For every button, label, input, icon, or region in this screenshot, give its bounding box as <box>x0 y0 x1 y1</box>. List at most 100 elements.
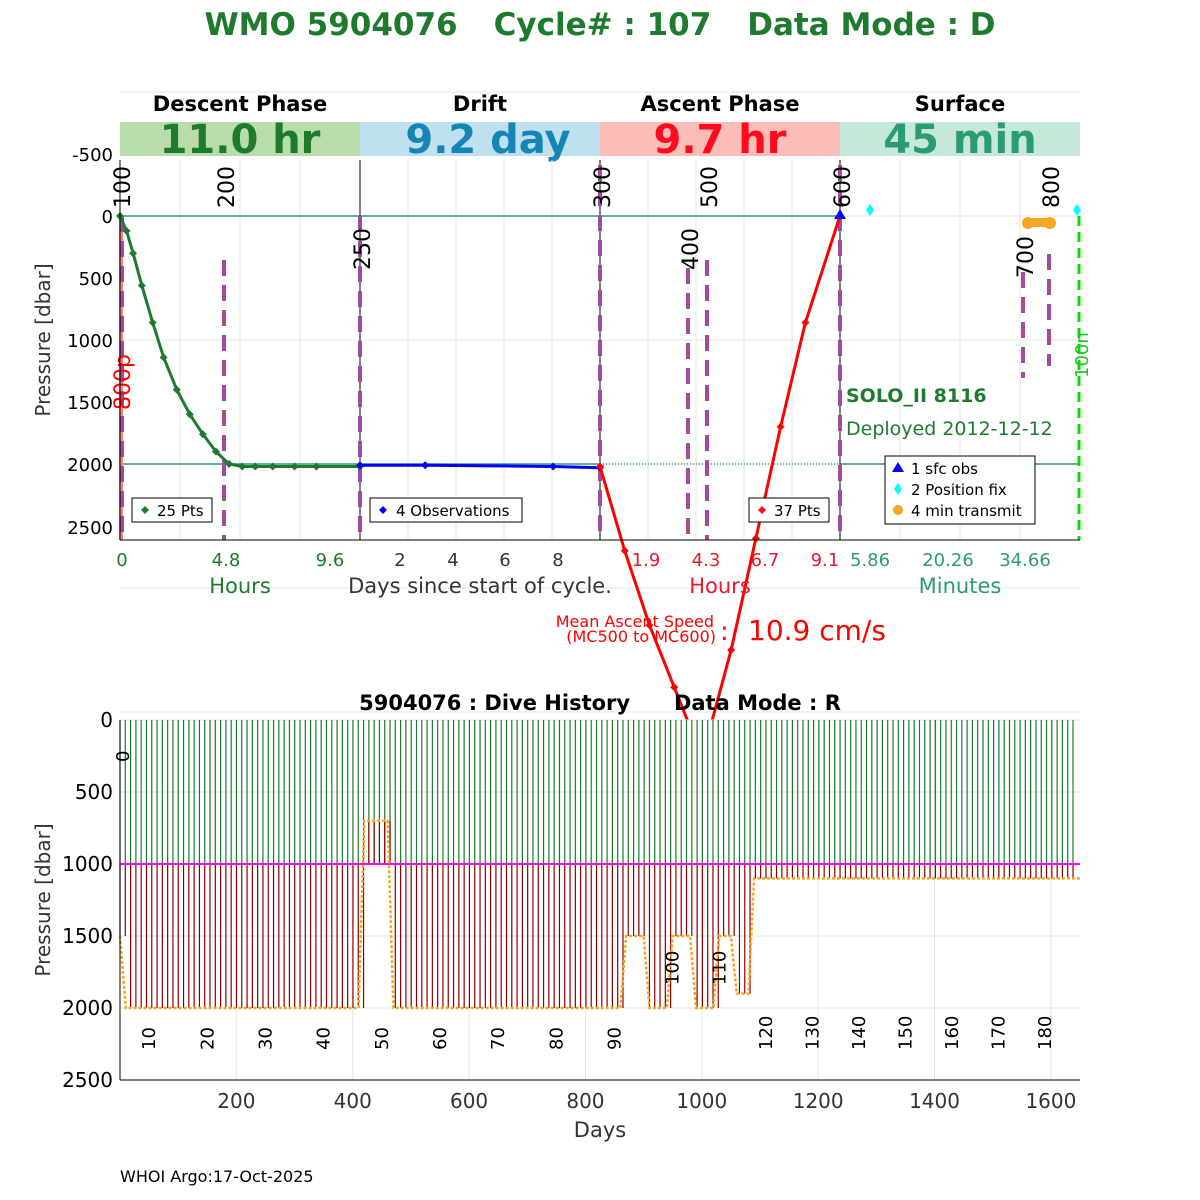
xtick-drift: 4 <box>447 550 458 571</box>
duration-ascent: 9.7 hr <box>654 117 787 163</box>
xtick-ascent: 4.3 <box>692 550 721 571</box>
top-y-ticks: -500 0 500 1000 1500 2000 2500 <box>67 145 113 539</box>
legend-descent-text: 25 Pts <box>157 502 204 520</box>
band-surface <box>840 122 1080 156</box>
mc-label-100: 100 <box>111 166 136 208</box>
dive-history-plot: 5904076 : Dive History Data Mode : R 0 10… <box>31 691 1080 1142</box>
ascent-point <box>727 646 736 654</box>
mission-code-markers <box>120 165 1051 540</box>
legend-descent-symbol <box>141 506 149 514</box>
mc-label-600: 600 <box>831 166 856 208</box>
drift-point <box>421 461 430 470</box>
mc-label-300: 300 <box>591 166 616 208</box>
ytick: 2500 <box>67 518 113 539</box>
surface-obs-marker <box>834 209 846 219</box>
legend-drift-text: 4 Observations <box>396 502 510 520</box>
xtick: 400 <box>334 1089 372 1113</box>
xtick-descent: 4.8 <box>212 550 241 571</box>
xtick-drift: 8 <box>552 550 563 571</box>
xtick-ascent: 6.7 <box>751 550 780 571</box>
xtick-ascent: 1.9 <box>632 550 661 571</box>
descent-point <box>212 447 220 456</box>
xlabel-days: Days since start of cycle. <box>348 574 612 598</box>
xtick-descent: 0 <box>116 550 127 571</box>
descent-point <box>251 462 260 471</box>
cycle-label: 120 <box>756 1016 777 1050</box>
ascent-speed-value: 10.9 cm/s <box>748 614 886 647</box>
history-y-axis-label: Pressure [dbar] <box>31 823 55 976</box>
legend-transmit-symbol <box>893 505 903 515</box>
xtick-surface: 5.86 <box>850 550 890 571</box>
xlabel-ascent-hours: Hours <box>689 574 751 598</box>
history-y-ticks: 0 500 1000 1500 2000 2500 <box>62 708 113 1092</box>
footer-credit: WHOI Argo:17-Oct-2025 <box>120 1167 314 1186</box>
park-pressure-label: 800p <box>111 354 136 410</box>
xtick: 1400 <box>909 1089 960 1113</box>
ytick: 1500 <box>67 393 113 414</box>
band-descent <box>120 122 360 156</box>
phase-title-surface: Surface <box>915 92 1005 116</box>
ascent-speed-label-1: Mean Ascent Speed <box>556 612 714 631</box>
cycle-label: 180 <box>1035 1016 1056 1050</box>
legend-drift-box <box>369 497 523 523</box>
legend-drift-symbol <box>379 506 387 514</box>
mc-label-400: 400 <box>679 228 704 270</box>
descent-point <box>268 462 277 471</box>
ytick: 0 <box>100 708 113 732</box>
descent-point <box>137 281 146 290</box>
ascent-point <box>751 534 760 543</box>
xtick-ascent: 9.1 <box>811 550 840 571</box>
ascent-point <box>620 546 629 555</box>
mc-label-800: 800 <box>1040 166 1065 208</box>
duration-drift: 9.2 day <box>405 117 570 163</box>
descent-point <box>185 410 194 419</box>
legend-descent: 25 Pts <box>131 497 213 523</box>
descent-point <box>172 385 181 394</box>
xtick: 600 <box>450 1089 488 1113</box>
mc-label-250: 250 <box>351 228 376 270</box>
cycle-label: 170 <box>989 1016 1010 1050</box>
xtick-surface: 20.26 <box>922 550 974 571</box>
xtick: 200 <box>217 1089 255 1113</box>
cycle-label: 130 <box>802 1016 823 1050</box>
mc-label-700: 700 <box>1014 236 1039 278</box>
transmit-bar <box>1028 218 1050 227</box>
legend-surface: 1 sfc obs 2 Position fix 4 min transmit <box>884 455 1036 525</box>
ytick: 0 <box>102 207 113 228</box>
drift-point <box>356 461 364 470</box>
cycle-label: 20 <box>197 1027 218 1050</box>
float-model: SOLO_II 8116 <box>846 385 987 407</box>
descent-point <box>129 249 138 258</box>
descent-point <box>290 462 299 471</box>
ytick: 1000 <box>62 852 113 876</box>
xlabel-surface-minutes: Minutes <box>919 574 1002 598</box>
ytick: 2500 <box>62 1068 113 1092</box>
legend-transmit-text: 4 min transmit <box>911 502 1022 520</box>
position-fix-marker <box>866 204 874 216</box>
legend-position-fix-text: 2 Position fix <box>911 481 1007 499</box>
descent-point <box>122 226 131 235</box>
history-x-axis-label: Days <box>574 1118 626 1142</box>
cycle-label: 40 <box>314 1027 335 1050</box>
xtick-descent: 9.6 <box>316 550 345 571</box>
mission-code-labels: 100 200 250 300 400 500 600 700 800 <box>111 166 1065 278</box>
cycle-label: 80 <box>546 1027 567 1050</box>
descent-point <box>238 462 247 471</box>
profile-target-line <box>118 819 1080 1010</box>
surface-100n-label: 100n <box>1072 332 1093 378</box>
ytick: 500 <box>79 269 113 290</box>
dive-history-title: 5904076 : Dive History Data Mode : R <box>359 691 841 715</box>
history-plot-area <box>120 720 1080 1080</box>
legend-position-fix-symbol <box>894 483 902 495</box>
mc-label-200: 200 <box>215 166 240 208</box>
top-y-axis-label: Pressure [dbar] <box>31 263 55 416</box>
ytick: -500 <box>72 145 113 166</box>
descent-point <box>312 462 321 471</box>
band-ascent <box>600 122 840 156</box>
ytick: 500 <box>75 780 113 804</box>
ascent-point <box>670 683 679 692</box>
ascent-point <box>801 318 810 327</box>
ytick: 1500 <box>62 924 113 948</box>
cycle-label: 60 <box>430 1027 451 1050</box>
